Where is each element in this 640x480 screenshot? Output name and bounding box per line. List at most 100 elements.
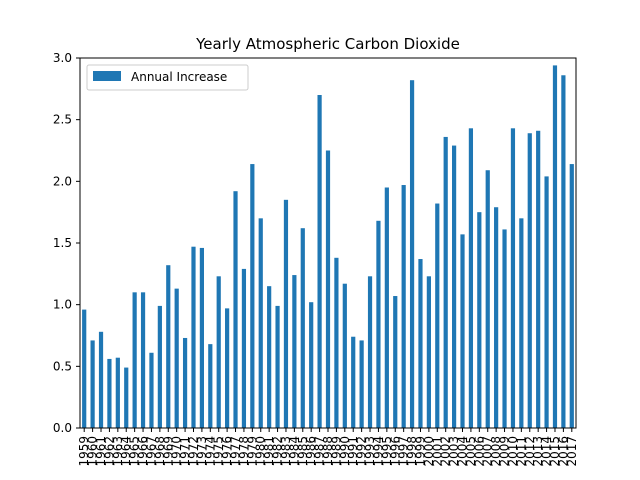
bar-1991 (351, 336, 356, 428)
x-tick-label: 2010 (506, 436, 520, 467)
x-tick-label: 1990 (338, 436, 352, 467)
bar-2001 (435, 203, 440, 428)
y-tick-label: 2.0 (53, 174, 72, 188)
bar-2011 (519, 218, 524, 428)
bar-2007 (485, 170, 490, 429)
x-tick-label: 1964 (119, 436, 133, 467)
bar-1982 (275, 305, 280, 428)
x-tick-label: 1994 (371, 436, 385, 467)
x-tick-label: 1963 (111, 436, 125, 467)
x-tick-label: 2002 (439, 436, 453, 467)
bar-1973 (199, 247, 204, 428)
x-tick-label: 1984 (287, 436, 301, 467)
x-tick-label: 1983 (279, 436, 293, 467)
x-tick-label: 1999 (413, 436, 427, 467)
bar-1972 (191, 246, 196, 428)
x-tick-label: 2014 (540, 436, 554, 467)
bar-1983 (283, 199, 289, 428)
bar-2003 (452, 145, 457, 428)
bar-1993 (367, 276, 373, 428)
x-tick-label: 1976 (220, 436, 234, 467)
bar-1962 (107, 358, 112, 428)
bar-2015 (552, 65, 558, 429)
x-tick-label: 1975 (212, 436, 226, 467)
bar-1985 (300, 228, 305, 428)
x-tick-label: 1980 (254, 436, 268, 467)
bar-2014 (544, 176, 549, 428)
x-tick-label: 1959 (77, 436, 91, 467)
y-tick-label: 1.0 (53, 298, 72, 312)
bar-1987 (317, 95, 322, 428)
bar-1994 (376, 220, 381, 428)
bar-1971 (182, 337, 188, 428)
x-tick-label: 1979 (245, 436, 259, 467)
x-tick-label: 1973 (195, 436, 209, 467)
bar-1997 (401, 185, 406, 428)
bar-2017 (569, 164, 574, 428)
x-tick-label: 1981 (262, 436, 276, 467)
bar-2000 (426, 276, 431, 428)
x-tick-label: 1986 (304, 436, 318, 467)
x-tick-label: 1989 (329, 436, 343, 467)
bar-2016 (561, 75, 566, 429)
x-tick-label: 1982 (271, 436, 285, 467)
x-tick-label: 2008 (489, 436, 503, 467)
bar-1976 (225, 308, 230, 428)
bar-1988 (325, 150, 331, 428)
bar-1960 (90, 340, 95, 428)
bar-1992 (359, 340, 364, 428)
bar-2002 (443, 136, 448, 428)
bar-1981 (267, 286, 272, 428)
x-tick-label: 1996 (388, 436, 402, 467)
legend: Annual Increase (86, 64, 249, 91)
x-tick-label: 1977 (229, 436, 243, 467)
bar-1996 (393, 296, 398, 428)
bar-2013 (536, 130, 541, 428)
x-tick-label: 1970 (170, 436, 184, 467)
x-tick-label: 2011 (514, 436, 528, 467)
bar-1984 (292, 275, 297, 428)
x-tick-label: 1971 (178, 436, 192, 467)
x-tick-label: 1961 (94, 436, 108, 467)
legend-swatch (93, 71, 121, 81)
x-tick-label: 1960 (86, 436, 100, 467)
x-tick-label: 1966 (136, 436, 150, 467)
y-tick-label: 1.5 (53, 236, 72, 250)
bar-1978 (241, 268, 247, 428)
bars-group (82, 65, 574, 429)
x-tick-label: 1967 (144, 436, 158, 467)
bar-2008 (494, 207, 499, 428)
x-tick-label: 1995 (380, 436, 394, 467)
x-tick-label: 2007 (481, 436, 495, 467)
x-tick-label: 1987 (313, 436, 327, 467)
y-tick-label: 2.5 (53, 113, 72, 127)
bar-1959 (82, 309, 87, 428)
x-tick-label: 1978 (237, 436, 251, 467)
x-tick-label: 1988 (321, 436, 335, 467)
bar-1968 (157, 305, 162, 428)
bar-1964 (124, 367, 129, 428)
x-tick-label: 2009 (498, 436, 512, 467)
x-tick-label: 1991 (346, 436, 360, 467)
bar-1977 (233, 191, 238, 428)
x-tick-label: 1974 (203, 436, 217, 467)
bar-1998 (409, 80, 415, 428)
x-tick-label: 2017 (565, 436, 579, 467)
bar-1970 (174, 288, 179, 428)
bar-1966 (140, 292, 146, 428)
x-tick-label: 2016 (556, 436, 570, 467)
y-tick-label: 3.0 (53, 51, 72, 65)
x-tick-label: 2006 (472, 436, 486, 467)
bar-1975 (216, 276, 221, 428)
x-tick-label: 1972 (186, 436, 200, 467)
bar-1961 (98, 331, 104, 428)
bar-1974 (208, 344, 213, 428)
bar-2012 (527, 133, 532, 429)
bar-1979 (250, 164, 255, 428)
x-tick-label: 2005 (464, 436, 478, 467)
bar-2004 (460, 234, 465, 428)
x-tick-label: 2012 (523, 436, 537, 467)
x-tick-label: 1969 (161, 436, 175, 467)
bar-1980 (258, 218, 263, 428)
